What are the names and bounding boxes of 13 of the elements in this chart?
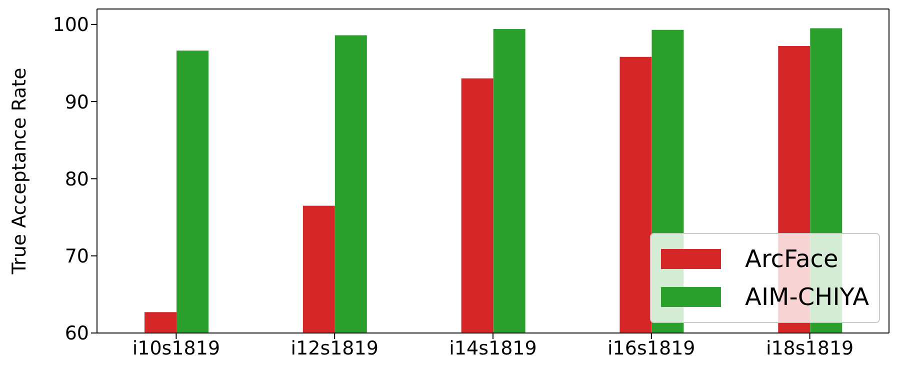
- y-tick-label: 60: [64, 322, 89, 345]
- x-tick-label: i12s1819: [290, 337, 378, 360]
- legend-label: ArcFace: [745, 245, 838, 273]
- x-tick-label: i16s1819: [608, 337, 696, 360]
- y-tick-label: 80: [64, 168, 89, 190]
- legend-label: AIM-CHIYA: [745, 283, 869, 311]
- y-axis-title: True Acceptance Rate: [8, 68, 31, 276]
- x-tick-label: i18s1819: [766, 337, 854, 360]
- y-tick-label: 100: [52, 14, 89, 36]
- x-tick-label: i14s1819: [449, 337, 537, 360]
- y-tick-label: 90: [64, 91, 89, 114]
- x-tick-label: i10s1819: [132, 337, 220, 360]
- y-tick-label: 70: [64, 246, 89, 268]
